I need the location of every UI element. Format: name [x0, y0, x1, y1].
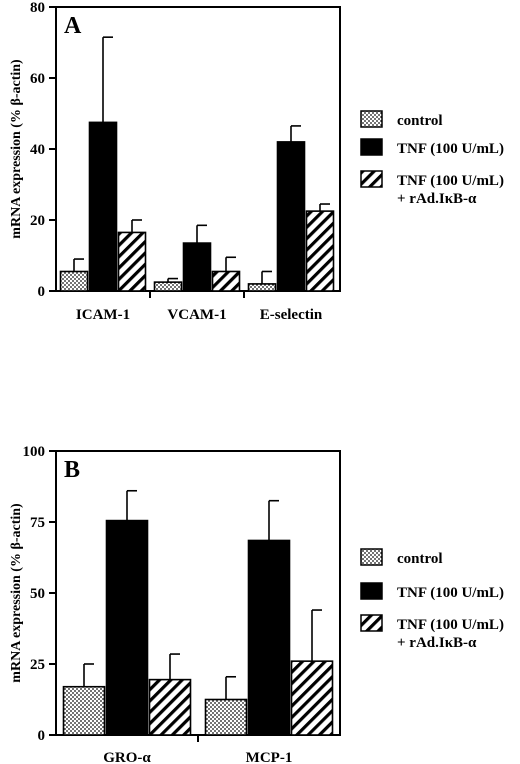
legend-swatch	[360, 138, 383, 156]
y-tick-label: 0	[38, 284, 46, 300]
y-tick-label: 60	[30, 71, 45, 87]
legend-swatch	[360, 582, 383, 600]
legend-label: control	[397, 113, 443, 129]
legend-swatch	[360, 170, 383, 188]
y-tick-label: 20	[30, 213, 45, 229]
bar	[62, 685, 106, 736]
y-tick-label: 100	[23, 444, 46, 460]
legend-swatch	[360, 548, 383, 566]
y-axis-label: mRNA expression (% β-actin)	[9, 59, 24, 239]
x-category-label: E-selectin	[260, 307, 323, 323]
legend-label: TNF (100 U/mL)	[397, 141, 504, 157]
legend-label: TNF (100 U/mL)	[397, 173, 504, 189]
legend-label: TNF (100 U/mL)	[397, 585, 504, 601]
chart-panel-a: 0 20 40 60 80 mRNA expression (% β-actin) A ICA…	[9, 0, 504, 323]
x-category-label: VCAM-1	[167, 307, 226, 323]
y-axis-label: mRNA expression (% β-actin)	[9, 503, 24, 683]
bar	[247, 283, 277, 292]
x-category-label: GRO-α	[103, 750, 151, 764]
bar	[117, 231, 147, 292]
bar	[105, 519, 149, 736]
x-category-label: MCP-1	[246, 750, 293, 764]
y-tick-label: 75	[30, 515, 45, 531]
legend-swatch	[360, 110, 383, 128]
bar	[290, 660, 334, 736]
y-tick-label: 25	[30, 657, 45, 673]
panel-label: B	[64, 457, 80, 483]
chart-panel-b: 0 25 50 75 100 mRNA expression (% β-actin) B GR…	[9, 444, 504, 764]
bar	[153, 281, 183, 292]
bar	[305, 210, 335, 292]
y-tick-label: 40	[30, 142, 45, 158]
y-tick-label: 80	[30, 0, 45, 16]
y-tick-label: 50	[30, 586, 45, 602]
bar	[204, 698, 248, 736]
legend-label: + rAd.IκB-α	[397, 635, 477, 651]
bar	[88, 121, 118, 292]
legend-label: + rAd.IκB-α	[397, 191, 477, 207]
bar	[148, 678, 192, 736]
x-category-label: ICAM-1	[76, 307, 130, 323]
bar	[182, 242, 212, 292]
bar	[276, 141, 306, 292]
bar	[59, 270, 89, 292]
legend-label: control	[397, 551, 443, 567]
bar	[211, 270, 241, 292]
bar	[247, 539, 291, 736]
legend-swatch	[360, 614, 383, 632]
legend-label: TNF (100 U/mL)	[397, 617, 504, 633]
panel-label: A	[64, 13, 82, 39]
y-tick-label: 0	[38, 728, 46, 744]
